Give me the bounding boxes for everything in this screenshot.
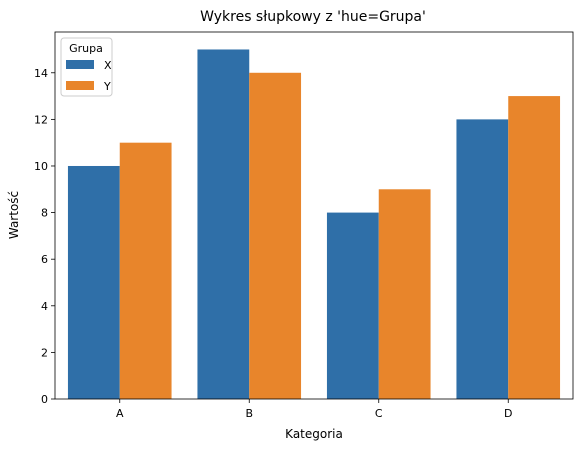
chart-title: Wykres słupkowy z 'hue=Grupa': [200, 9, 426, 25]
legend-title: Grupa: [69, 42, 103, 55]
plot-frame: [54, 31, 574, 400]
bar-y-d: [508, 96, 561, 399]
y-axis-title: Wartość: [7, 191, 21, 239]
bar-x-a: [67, 165, 120, 399]
legend-swatch-x: [66, 60, 94, 69]
legend-swatch-y: [66, 81, 94, 90]
y-tick-label: 14: [34, 67, 48, 80]
x-axis-title: Kategoria: [285, 427, 343, 441]
bar-x-c: [326, 212, 379, 399]
y-axis-ticks: 0 2 4 6 8 10 12 14: [34, 67, 55, 406]
legend: Grupa X Y: [60, 37, 113, 97]
y-tick-label: 2: [41, 346, 48, 359]
x-tick-label: C: [375, 407, 383, 420]
y-tick-label: 4: [41, 300, 48, 313]
y-tick-label: 10: [34, 160, 48, 173]
bar-y-a: [119, 142, 172, 399]
bars-group: [67, 49, 561, 400]
x-tick-label: B: [245, 407, 253, 420]
bar-y-c: [378, 189, 431, 399]
bar-y-b: [249, 72, 302, 400]
x-tick-label: D: [504, 407, 512, 420]
x-tick-label: A: [116, 407, 124, 420]
legend-label-x: X: [104, 59, 112, 72]
y-tick-label: 12: [34, 113, 48, 126]
y-tick-label: 0: [41, 393, 48, 406]
y-tick-label: 8: [41, 207, 48, 220]
legend-label-y: Y: [103, 80, 111, 93]
bar-x-d: [456, 119, 509, 399]
x-axis-ticks: A B C D: [116, 399, 512, 420]
bar-x-b: [197, 49, 250, 399]
y-tick-label: 6: [41, 253, 48, 266]
